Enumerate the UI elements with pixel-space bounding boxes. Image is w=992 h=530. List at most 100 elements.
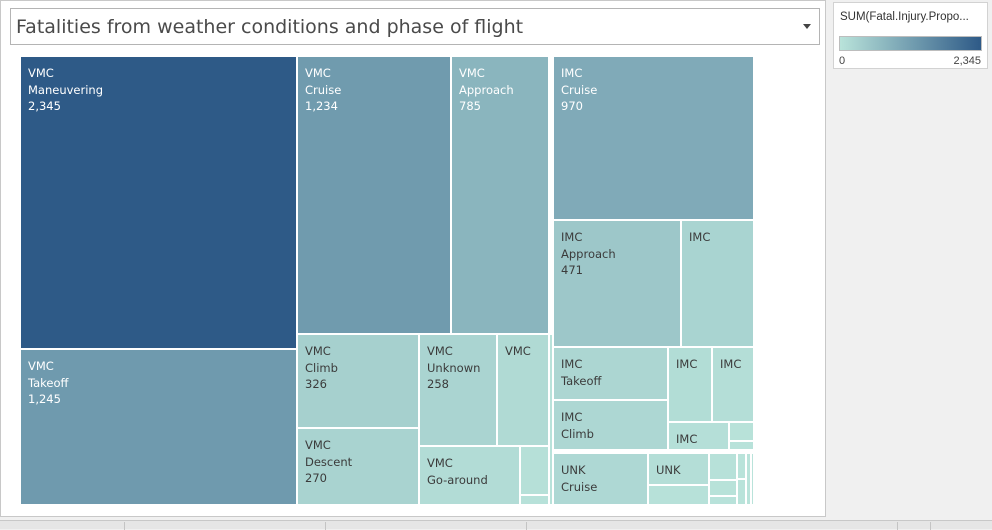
- treemap-tile[interactable]: [520, 495, 549, 505]
- chevron-down-icon[interactable]: [803, 24, 811, 29]
- tile-label: VMC Cruise 1,234: [305, 65, 341, 115]
- treemap-tile[interactable]: VMC Climb 326: [297, 334, 419, 428]
- treemap: VMC Maneuvering 2,345 VMC Takeoff 1,245 VMC Cru…: [20, 56, 755, 505]
- legend-color-ramp: [839, 36, 982, 51]
- tile-condition-label: VMC: [28, 66, 54, 80]
- treemap-tile[interactable]: IMC: [668, 422, 729, 450]
- treemap-tile[interactable]: IMC Approach 471: [553, 220, 681, 347]
- tile-label: IMC Climb: [561, 409, 594, 442]
- tile-label: IMC: [689, 229, 710, 246]
- treemap-tile[interactable]: [737, 453, 746, 479]
- tile-value-label: 326: [305, 377, 327, 391]
- tile-label: VMC Approach 785: [459, 65, 514, 115]
- treemap-tile[interactable]: VMC Cruise 1,234: [297, 56, 451, 334]
- tile-condition-label: IMC: [676, 357, 698, 371]
- treemap-tile[interactable]: [746, 453, 751, 505]
- tile-label: IMC Cruise 970: [561, 65, 597, 115]
- tile-phase-label: Approach: [459, 82, 514, 97]
- tab-divider: [124, 522, 125, 530]
- tile-label: UNK: [656, 462, 681, 479]
- treemap-tile[interactable]: [729, 441, 754, 450]
- treemap-tile[interactable]: [648, 485, 709, 505]
- treemap-tile[interactable]: [709, 496, 737, 505]
- tile-condition-label: IMC: [720, 357, 742, 371]
- legend-title: SUM(Fatal.Injury.Propo...: [840, 11, 969, 23]
- tile-label: UNK Cruise: [561, 462, 597, 495]
- treemap-tile[interactable]: VMC: [497, 334, 549, 446]
- tile-condition-label: VMC: [459, 66, 485, 80]
- tile-label: IMC Takeoff: [561, 356, 601, 389]
- treemap-panel: Fatalities from weather conditions and p…: [0, 0, 826, 517]
- tile-label: IMC: [676, 356, 697, 373]
- treemap-tile[interactable]: [751, 453, 754, 505]
- treemap-tile[interactable]: IMC Cruise 970: [553, 56, 754, 220]
- tile-label: VMC Takeoff 1,245: [28, 358, 68, 408]
- tile-label: VMC Climb 326: [305, 343, 338, 393]
- treemap-tile[interactable]: [709, 480, 737, 496]
- tile-condition-label: VMC: [427, 456, 453, 470]
- tile-condition-label: VMC: [305, 438, 331, 452]
- legend-max-label: 2,345: [953, 55, 981, 67]
- tile-label: VMC Go-around: [427, 455, 488, 488]
- tab-divider: [930, 522, 931, 530]
- treemap-tile[interactable]: [729, 422, 754, 441]
- tile-phase-label: Climb: [305, 360, 338, 375]
- tile-condition-label: UNK: [561, 463, 586, 477]
- tile-label: VMC Unknown 258: [427, 343, 480, 393]
- tile-value-label: 1,234: [305, 99, 338, 113]
- tile-phase-label: Takeoff: [561, 373, 602, 388]
- chart-title: Fatalities from weather conditions and p…: [16, 16, 524, 38]
- treemap-tile[interactable]: IMC: [712, 347, 754, 422]
- tile-phase-label: Descent: [305, 454, 353, 469]
- treemap-tile[interactable]: VMC Unknown 258: [419, 334, 497, 446]
- treemap-tile[interactable]: [553, 450, 754, 452]
- tile-condition-label: VMC: [28, 359, 54, 373]
- tile-phase-label: Unknown: [427, 360, 481, 375]
- tile-condition-label: VMC: [305, 66, 331, 80]
- tile-phase-label: Cruise: [561, 479, 598, 494]
- tile-phase-label: Approach: [561, 246, 616, 261]
- treemap-tile[interactable]: [737, 479, 746, 505]
- tile-label: IMC: [676, 431, 697, 448]
- treemap-tile[interactable]: [520, 446, 549, 495]
- tile-label: VMC Descent 270: [305, 437, 352, 487]
- treemap-tile[interactable]: [709, 453, 737, 480]
- tile-label: VMC: [505, 343, 531, 360]
- tile-phase-label: Cruise: [305, 82, 342, 97]
- tile-phase-label: Takeoff: [28, 375, 69, 390]
- tile-condition-label: VMC: [427, 344, 453, 358]
- tile-label: VMC Maneuvering 2,345: [28, 65, 103, 115]
- tile-value-label: 970: [561, 99, 583, 113]
- tile-condition-label: IMC: [561, 66, 583, 80]
- treemap-tile[interactable]: VMC Descent 270: [297, 428, 419, 505]
- tile-condition-label: VMC: [305, 344, 331, 358]
- treemap-tile[interactable]: VMC Approach 785: [451, 56, 549, 334]
- tile-phase-label: Go-around: [427, 472, 488, 487]
- tile-condition-label: IMC: [561, 410, 583, 424]
- treemap-tile[interactable]: VMC Maneuvering 2,345: [20, 56, 297, 349]
- tile-phase-label: Climb: [561, 426, 594, 441]
- treemap-tile[interactable]: IMC Takeoff: [553, 347, 668, 400]
- tile-condition-label: IMC: [561, 357, 583, 371]
- treemap-tile[interactable]: VMC Takeoff 1,245: [20, 349, 297, 505]
- treemap-tile[interactable]: VMC Go-around: [419, 446, 520, 505]
- title-dropdown[interactable]: Fatalities from weather conditions and p…: [10, 8, 820, 45]
- tile-value-label: 2,345: [28, 99, 61, 113]
- color-legend: SUM(Fatal.Injury.Propo... 0 2,345: [833, 2, 988, 69]
- treemap-tile[interactable]: UNK: [648, 453, 709, 485]
- treemap-tile[interactable]: [549, 334, 553, 505]
- treemap-tile[interactable]: UNK Cruise: [553, 453, 648, 505]
- tile-phase-label: Cruise: [561, 82, 598, 97]
- tile-condition-label: IMC: [561, 230, 583, 244]
- tile-label: IMC: [720, 356, 741, 373]
- sheet-tab-strip: [0, 520, 992, 530]
- treemap-tile[interactable]: IMC: [681, 220, 754, 347]
- treemap-tile[interactable]: IMC Climb: [553, 400, 668, 450]
- tile-value-label: 270: [305, 471, 327, 485]
- tab-divider: [526, 522, 527, 530]
- tile-condition-label: UNK: [656, 463, 681, 477]
- tab-divider: [325, 522, 326, 530]
- tile-condition-label: VMC: [505, 344, 531, 358]
- tile-condition-label: IMC: [676, 432, 698, 446]
- treemap-tile[interactable]: IMC: [668, 347, 712, 422]
